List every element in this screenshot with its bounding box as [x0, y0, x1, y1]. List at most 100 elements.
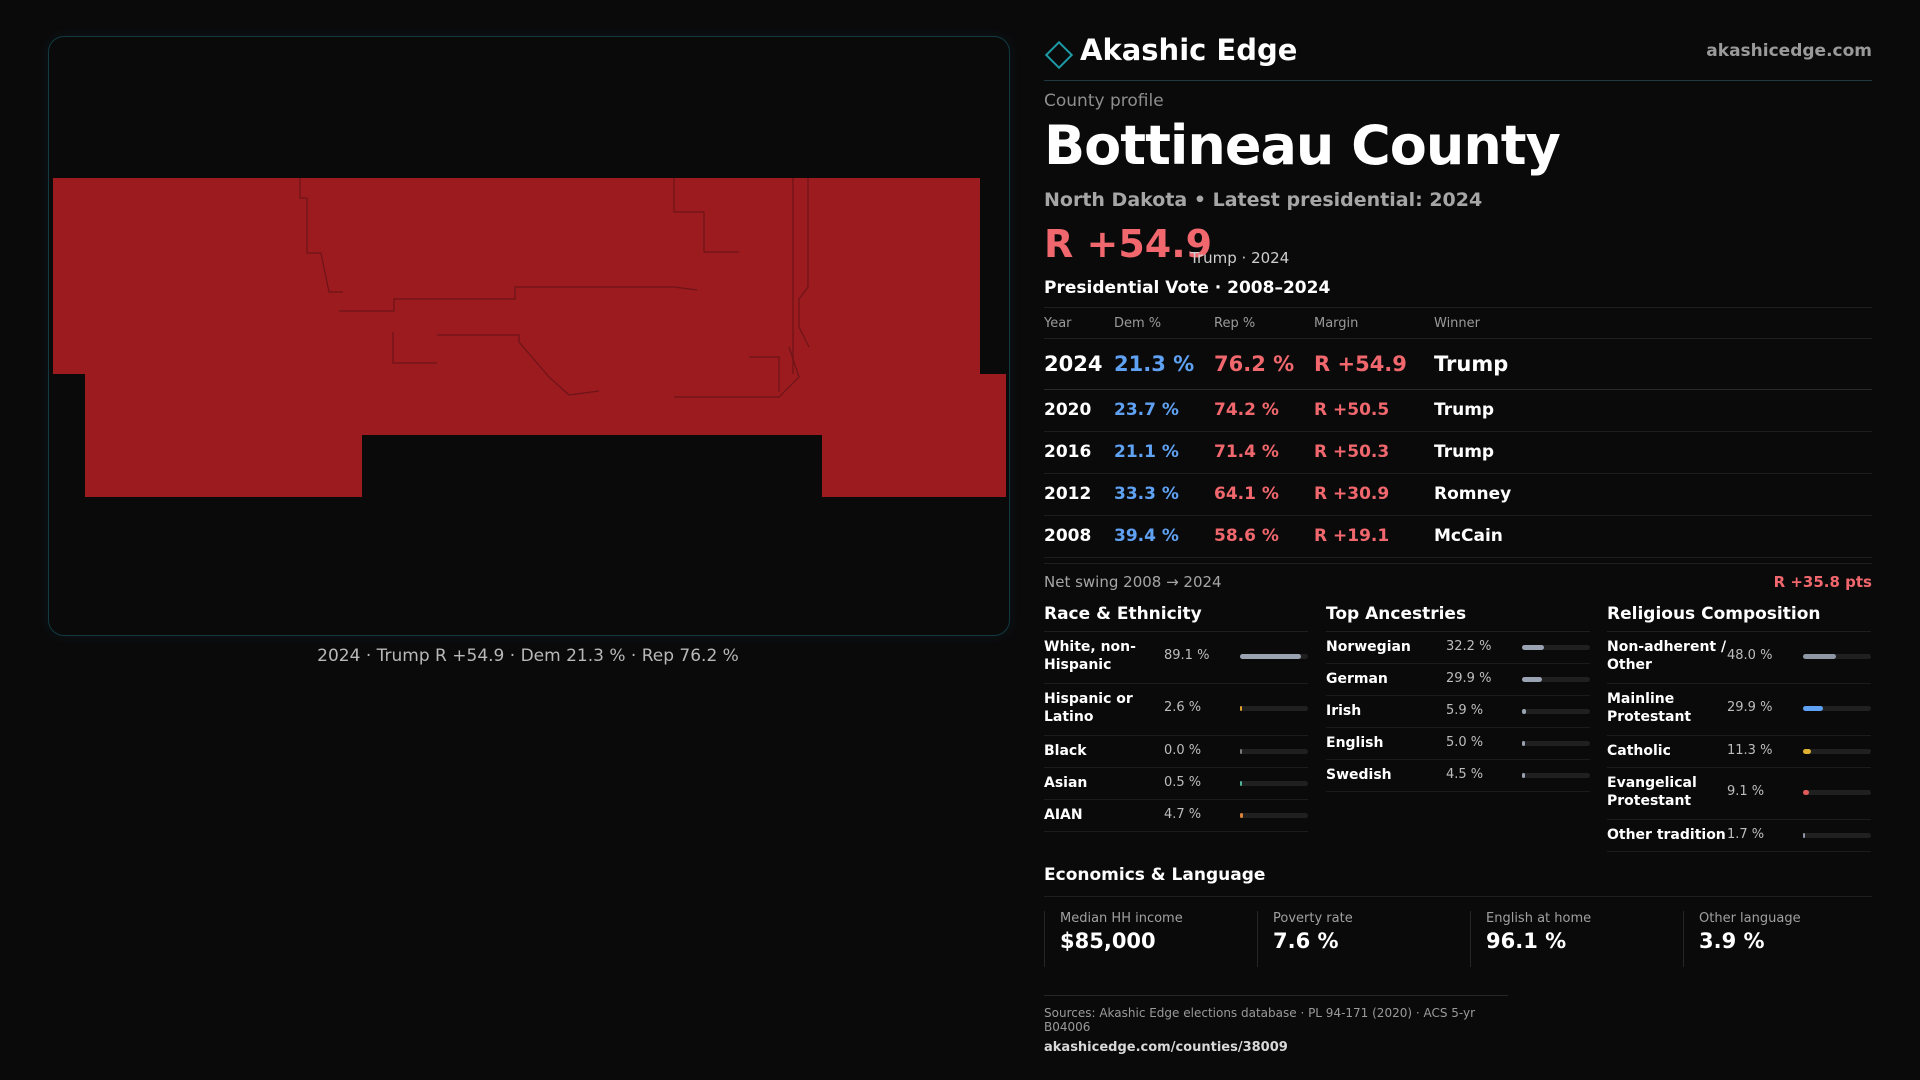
- race-label: White, non-Hispanic: [1044, 639, 1136, 673]
- ancestry-bar: [1522, 645, 1544, 650]
- ancestry-value: 5.0 %: [1446, 735, 1484, 750]
- vote-margin: R +50.3: [1314, 442, 1390, 462]
- religion-bar: [1803, 706, 1824, 711]
- econ-value: 3.9 %: [1699, 929, 1765, 953]
- ancestry-bar: [1522, 709, 1526, 714]
- race-value: 4.7 %: [1164, 807, 1202, 822]
- econ-label: Poverty rate: [1273, 911, 1353, 926]
- sources-text: Sources: Akashic Edge elections database…: [1044, 1006, 1476, 1034]
- vote-rep: 58.6 %: [1214, 526, 1279, 546]
- county-permalink[interactable]: akashicedge.com/counties/38009: [1044, 1040, 1288, 1055]
- ancestry-label: Irish: [1326, 703, 1362, 719]
- religion-row: Catholic 11.3 %: [1607, 736, 1871, 768]
- religion-title: Religious Composition: [1607, 603, 1871, 632]
- county-shape[interactable]: [53, 178, 1006, 497]
- race-label: Black: [1044, 743, 1087, 759]
- header-winner: Winner: [1434, 316, 1481, 331]
- vote-winner: Trump: [1434, 352, 1509, 376]
- religion-bar-track: [1803, 654, 1871, 659]
- vote-dem: 23.7 %: [1114, 400, 1179, 420]
- race-value: 0.5 %: [1164, 775, 1202, 790]
- race-value: 0.0 %: [1164, 743, 1202, 758]
- religion-bar-track: [1803, 706, 1871, 711]
- religion-bar-track: [1803, 833, 1871, 838]
- vote-margin: R +30.9: [1314, 484, 1390, 504]
- econ-income: Median HH income $85,000: [1044, 911, 1259, 967]
- ancestry-row: German 29.9 %: [1326, 664, 1590, 696]
- vote-winner: McCain: [1434, 526, 1503, 546]
- vote-rep: 71.4 %: [1214, 442, 1279, 462]
- vote-winner: Trump: [1434, 442, 1495, 462]
- econ-other-language: Other language 3.9 %: [1683, 911, 1898, 967]
- vote-margin: R +19.1: [1314, 526, 1390, 546]
- header-year: Year: [1044, 316, 1072, 331]
- vote-margin: R +54.9: [1314, 352, 1407, 376]
- econ-english: English at home 96.1 %: [1470, 911, 1685, 967]
- ancestry-bar-track: [1522, 645, 1590, 650]
- race-bar: [1240, 654, 1301, 659]
- race-row: Asian 0.5 %: [1044, 768, 1308, 800]
- map-caption: 2024 · Trump R +54.9 · Dem 21.3 % · Rep …: [317, 646, 739, 666]
- religion-label: Mainline Protestant: [1607, 691, 1692, 725]
- religion-label: Catholic: [1607, 743, 1671, 759]
- vote-dem: 39.4 %: [1114, 526, 1179, 546]
- ancestry-value: 5.9 %: [1446, 703, 1484, 718]
- economics-title: Economics & Language: [1044, 865, 1266, 885]
- vote-dem: 21.1 %: [1114, 442, 1179, 462]
- race-bar-track: [1240, 781, 1308, 786]
- ancestry-row: Swedish 4.5 %: [1326, 760, 1590, 792]
- net-swing-value: R +35.8 pts: [1773, 573, 1872, 591]
- vote-row: 2016 21.1 % 71.4 % R +50.3 Trump: [1044, 432, 1872, 474]
- religion-bar: [1803, 833, 1805, 838]
- race-bar: [1240, 813, 1244, 818]
- ancestry-panel: Top Ancestries Norwegian 32.2 % German 2…: [1326, 603, 1590, 792]
- vote-rep: 64.1 %: [1214, 484, 1279, 504]
- page-subtitle: North Dakota • Latest presidential: 2024: [1044, 189, 1483, 211]
- brand-name[interactable]: Akashic Edge: [1080, 33, 1298, 67]
- ancestry-label: German: [1326, 671, 1388, 687]
- religion-label: Evangelical Protestant: [1607, 775, 1697, 809]
- ancestry-row: Norwegian 32.2 %: [1326, 632, 1590, 664]
- headline-margin: R +54.9: [1044, 222, 1213, 266]
- vote-winner: Romney: [1434, 484, 1512, 504]
- ancestry-label: Norwegian: [1326, 639, 1411, 655]
- vote-dem: 33.3 %: [1114, 484, 1179, 504]
- religion-bar-track: [1803, 790, 1871, 795]
- ancestry-bar-track: [1522, 677, 1590, 682]
- econ-label: English at home: [1486, 911, 1592, 926]
- ancestry-bar-track: [1522, 709, 1590, 714]
- vote-section-title: Presidential Vote · 2008–2024: [1044, 278, 1331, 298]
- diamond-icon: [1044, 40, 1074, 70]
- sources-footer: Sources: Akashic Edge elections database…: [1044, 995, 1508, 1055]
- county-map-svg: [53, 178, 1006, 497]
- vote-row: 2008 39.4 % 58.6 % R +19.1 McCain: [1044, 516, 1872, 558]
- headline-winner: Trump · 2024: [1190, 249, 1290, 267]
- header-dem: Dem %: [1114, 316, 1162, 331]
- race-bar: [1240, 706, 1242, 711]
- race-bar: [1240, 781, 1242, 786]
- race-label: Asian: [1044, 775, 1088, 791]
- brand-header: Akashic Edge akashicedge.com: [1044, 30, 1872, 81]
- race-bar-track: [1240, 749, 1308, 754]
- race-row: Hispanic or Latino 2.6 %: [1044, 684, 1308, 736]
- vote-row: 2024 21.3 % 76.2 % R +54.9 Trump: [1044, 339, 1872, 390]
- race-bar: [1240, 749, 1242, 754]
- ancestry-label: Swedish: [1326, 767, 1392, 783]
- county-map[interactable]: [48, 36, 1010, 636]
- vote-year: 2012: [1044, 484, 1092, 504]
- ancestry-value: 32.2 %: [1446, 639, 1492, 654]
- econ-label: Other language: [1699, 911, 1801, 926]
- net-swing-label: Net swing 2008 → 2024: [1044, 573, 1222, 591]
- vote-year: 2024: [1044, 352, 1103, 376]
- race-ethnicity-panel: Race & Ethnicity White, non-Hispanic 89.…: [1044, 603, 1308, 832]
- econ-label: Median HH income: [1060, 911, 1183, 926]
- ancestry-title: Top Ancestries: [1326, 603, 1590, 632]
- brand-url-link[interactable]: akashicedge.com: [1706, 41, 1872, 61]
- religion-row: Mainline Protestant 29.9 %: [1607, 684, 1871, 736]
- religion-row: Non-adherent / Other 48.0 %: [1607, 632, 1871, 684]
- ancestry-row: Irish 5.9 %: [1326, 696, 1590, 728]
- ancestry-value: 29.9 %: [1446, 671, 1492, 686]
- race-row: White, non-Hispanic 89.1 %: [1044, 632, 1308, 684]
- township-lines: [299, 178, 810, 398]
- race-label: Hispanic or Latino: [1044, 691, 1133, 725]
